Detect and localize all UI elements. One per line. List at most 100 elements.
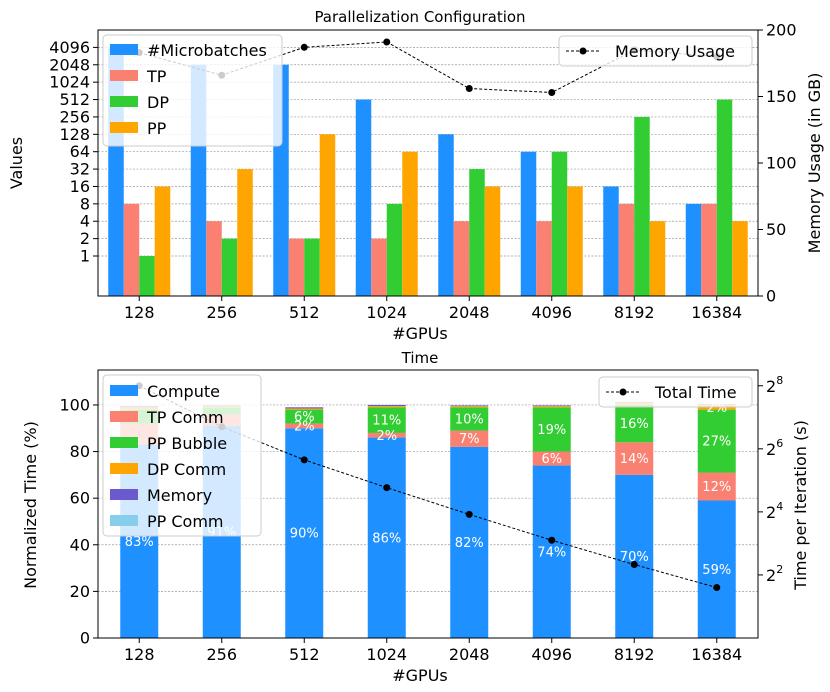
legend-swatch-microbatches xyxy=(110,44,138,55)
segment-compute-2048 xyxy=(450,446,489,638)
segment-dp-comm-1024 xyxy=(367,406,406,408)
bottom-y-axis-label-right: Time per Iteration (s) xyxy=(791,420,810,591)
legend-label-dp-comm: DP Comm xyxy=(147,460,226,479)
segment-tp-comm-16384 xyxy=(697,472,736,501)
memory-usage-point-4096 xyxy=(548,89,556,97)
top-x-tick-label: 4096 xyxy=(531,303,572,322)
total-time-point-1024 xyxy=(383,484,391,492)
bar-tp-128 xyxy=(123,203,140,296)
top-y-tick-label: 1 xyxy=(80,247,90,266)
segment-label-tp-comm-2048: 7% xyxy=(459,432,480,447)
segment-memory-4096 xyxy=(532,405,571,407)
segment-label-pp-bubble-16384: 27% xyxy=(702,435,731,450)
total-time-point-16384 xyxy=(713,584,721,592)
legend-swatch-tp xyxy=(110,70,138,81)
bar-tp-1024 xyxy=(371,238,387,296)
bar-tp-16384 xyxy=(701,203,717,296)
top-y-right-tick-label: 0 xyxy=(766,287,776,306)
bar-tp-4096 xyxy=(536,221,552,296)
top-x-tick-label: 1024 xyxy=(366,303,407,322)
bottom-y-right-tick-label: 26 xyxy=(766,437,783,459)
bar-microbatches-1024 xyxy=(355,99,372,296)
total-time-point-4096 xyxy=(548,536,556,544)
bar-dp-1024 xyxy=(386,203,403,296)
memory-usage-point-512 xyxy=(300,43,308,51)
bar-pp-16384 xyxy=(732,221,748,296)
legend-swatch-pp-bubble xyxy=(110,437,138,448)
legend-label-microbatches: #Microbatches xyxy=(147,41,267,60)
bottom-x-tick-label: 8192 xyxy=(614,645,655,664)
top-legend-box xyxy=(102,34,283,147)
top-y-right-tick-label: 100 xyxy=(766,154,797,173)
top-x-tick-label: 256 xyxy=(206,303,237,322)
legend-marker-total-time xyxy=(619,388,627,396)
segment-compute-4096 xyxy=(532,465,571,638)
bottom-y-right-tick-label: 22 xyxy=(766,563,783,585)
legend-swatch-dp xyxy=(110,96,138,107)
segment-label-pp-bubble-1024: 11% xyxy=(372,414,401,429)
bottom-y-tick-label: 20 xyxy=(70,582,90,601)
bottom-legend-right-box xyxy=(598,376,753,408)
bottom-x-tick-label: 16384 xyxy=(691,645,742,664)
bottom-x-axis-label: #GPUs xyxy=(392,666,448,685)
memory-usage-point-2048 xyxy=(465,85,473,93)
bottom-bars xyxy=(120,401,736,638)
segment-dp-comm-512 xyxy=(285,408,324,410)
bottom-x-ticks: 128 256 512 1024 2048 4096 8192 16384 xyxy=(124,638,742,664)
top-y-tick-label: 8 xyxy=(80,194,90,213)
legend-label-memory-usage: Memory Usage xyxy=(615,42,735,61)
segment-pp-bubble-16384 xyxy=(697,409,736,473)
bar-dp-8192 xyxy=(634,116,650,297)
top-legend-right-box xyxy=(558,35,753,67)
top-y-tick-label: 32 xyxy=(70,160,90,179)
bar-dp-2048 xyxy=(469,169,485,296)
bottom-y-ticks-right: 22 24 26 28 xyxy=(758,374,783,585)
total-time-point-512 xyxy=(300,456,308,464)
segment-label-pp-bubble-8192: 16% xyxy=(620,417,649,432)
bar-tp-2048 xyxy=(453,221,470,296)
segment-memory-512 xyxy=(285,407,324,409)
bar-pp-2048 xyxy=(484,186,501,296)
segment-label-pp-bubble-4096: 19% xyxy=(537,423,566,438)
legend-label-total-time: Total Time xyxy=(654,383,737,402)
bottom-y-ticks: 0 20 40 60 80 100 xyxy=(59,395,98,648)
bar-microbatches-8192 xyxy=(603,186,619,296)
segment-label-compute-8192: 70% xyxy=(620,550,649,565)
bottom-y-right-tick-label: 24 xyxy=(766,500,783,522)
segment-compute-1024 xyxy=(367,437,406,638)
top-y-tick-label: 64 xyxy=(70,142,90,161)
top-y-tick-label: 2 xyxy=(80,229,90,248)
bottom-x-tick-label: 256 xyxy=(206,645,237,664)
top-y-tick-label: 256 xyxy=(59,107,90,126)
top-y-tick-label: 512 xyxy=(59,90,90,109)
legend-swatch-memory xyxy=(110,489,138,500)
bottom-y-tick-label: 100 xyxy=(59,395,90,414)
top-x-tick-label: 16384 xyxy=(691,303,742,322)
segment-label-compute-4096: 74% xyxy=(537,545,566,560)
bar-microbatches-2048 xyxy=(438,134,454,296)
legend-label-dp: DP xyxy=(147,93,169,112)
bar-tp-8192 xyxy=(618,203,635,296)
segment-label-compute-128: 83% xyxy=(125,535,154,550)
segment-tp-comm-1024 xyxy=(367,432,406,438)
bottom-chart: Time 83%91%90%2%6%86%2%11%82%7%10%74%6%1… xyxy=(21,349,810,685)
top-y-tick-label: 1024 xyxy=(49,73,90,92)
segment-label-pp-bubble-512: 6% xyxy=(294,410,315,425)
legend-label-pp-comm: PP Comm xyxy=(147,512,224,531)
bar-microbatches-4096 xyxy=(520,151,537,296)
bottom-chart-title: Time xyxy=(401,349,439,367)
segment-dp-comm-2048 xyxy=(450,406,489,408)
segment-pp-bubble-4096 xyxy=(532,407,571,452)
bar-dp-16384 xyxy=(716,99,733,296)
top-chart: Parallelization Configuration 1248163264… xyxy=(7,8,824,343)
segment-label-tp-comm-16384: 12% xyxy=(702,480,731,495)
bar-pp-256 xyxy=(237,169,253,296)
bar-dp-128 xyxy=(139,256,155,296)
bottom-x-tick-label: 4096 xyxy=(531,645,572,664)
top-y-tick-label: 128 xyxy=(59,125,90,144)
bottom-legend-box xyxy=(102,374,262,537)
segment-label-tp-comm-8192: 14% xyxy=(620,452,649,467)
bottom-x-tick-label: 2048 xyxy=(449,645,490,664)
